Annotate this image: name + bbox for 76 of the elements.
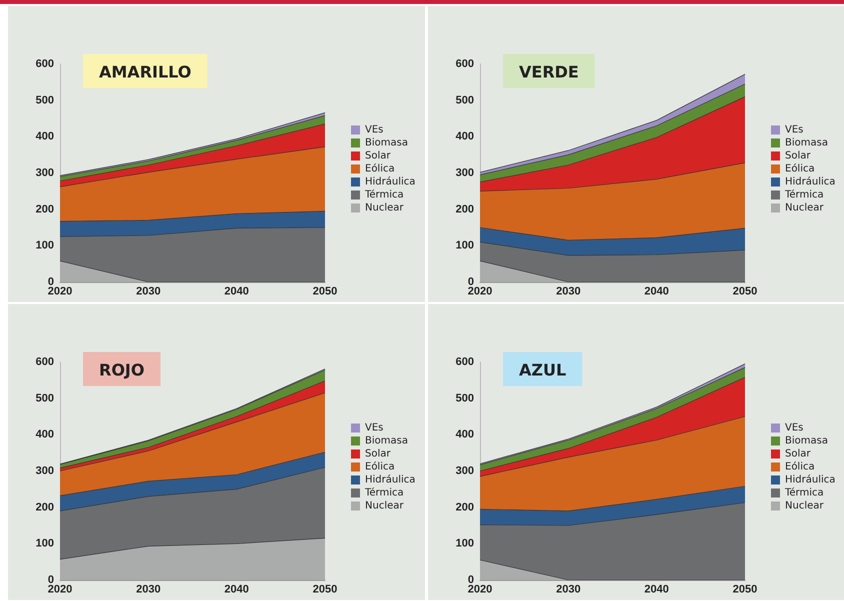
y-tick-label: 600: [456, 356, 474, 368]
y-tick-label: 300: [36, 167, 54, 179]
y-tick-label: 500: [36, 392, 54, 404]
y-tick-label: 400: [456, 428, 474, 441]
x-tick-label: 2020: [48, 584, 72, 596]
legend-label: Térmica: [364, 488, 404, 498]
legend-label: VEs: [785, 124, 804, 136]
y-tick-label: 400: [456, 130, 474, 143]
chart-title: AMARILLO: [99, 62, 192, 82]
y-tick-label: 500: [36, 94, 54, 106]
legend-label: Biomasa: [365, 138, 408, 148]
legend-label: Nuclear: [785, 202, 824, 214]
legend-label: Nuclear: [365, 202, 404, 214]
x-tick-label: 2030: [556, 286, 581, 298]
x-tick-label: 2020: [468, 584, 492, 596]
legend-label: Eólica: [785, 164, 815, 174]
legend-label: Solar: [785, 448, 812, 460]
x-tick-label: 2020: [48, 286, 72, 298]
x-tick-label: 2050: [312, 584, 338, 596]
y-tick-label: 600: [456, 58, 474, 70]
y-tick-label: 600: [36, 356, 54, 368]
legend-label: VEs: [785, 422, 804, 434]
legend-label: Hidráulica: [785, 474, 836, 486]
y-tick-label: 200: [456, 501, 474, 514]
y-tick-label: 400: [36, 130, 54, 143]
y-tick-label: 600: [36, 58, 54, 70]
x-tick-label: 2050: [732, 286, 758, 298]
y-tick-label: 0: [468, 276, 474, 288]
legend-label: Nuclear: [785, 500, 824, 512]
x-tick-label: 2030: [556, 584, 581, 596]
legend-label: Eólica: [365, 462, 395, 472]
y-tick-label: 0: [48, 276, 54, 288]
y-tick-label: 100: [36, 240, 54, 252]
y-tick-label: 300: [456, 167, 474, 179]
y-tick-label: 500: [456, 94, 474, 106]
legend-label: Biomasa: [785, 138, 828, 148]
legend-label: Biomasa: [365, 436, 408, 446]
legend-label: Hidráulica: [365, 474, 416, 486]
legend-label: Nuclear: [365, 500, 404, 512]
legend-label: Térmica: [364, 190, 404, 200]
y-tick-label: 200: [36, 203, 54, 216]
legend-label: Solar: [785, 150, 812, 162]
x-tick-label: 2020: [468, 286, 492, 298]
legend-label: VEs: [365, 422, 384, 434]
y-tick-label: 200: [456, 203, 474, 216]
chart-title: VERDE: [519, 62, 579, 82]
x-tick-label: 2030: [136, 584, 161, 596]
x-tick-label: 2050: [312, 286, 338, 298]
y-tick-label: 100: [36, 538, 54, 550]
legend-label: Solar: [365, 150, 392, 162]
x-tick-label: 2040: [644, 584, 669, 596]
x-tick-label: 2040: [224, 286, 249, 298]
legend-label: Térmica: [784, 488, 824, 498]
chart-title: ROJO: [99, 360, 144, 380]
x-tick-label: 2040: [644, 286, 669, 298]
x-tick-label: 2050: [732, 584, 758, 596]
legend-label: Eólica: [785, 462, 815, 472]
legend-label: Hidráulica: [785, 176, 836, 188]
y-tick-label: 400: [36, 428, 54, 441]
y-tick-label: 500: [456, 392, 474, 404]
y-tick-label: 100: [456, 538, 474, 550]
legend-label: VEs: [365, 124, 384, 136]
x-tick-label: 2040: [224, 584, 249, 596]
y-tick-label: 0: [48, 574, 54, 586]
legend-label: Térmica: [784, 190, 824, 200]
legend-label: Biomasa: [785, 436, 828, 446]
y-tick-label: 0: [468, 574, 474, 586]
legend-label: Hidráulica: [365, 176, 416, 188]
y-tick-label: 300: [36, 465, 54, 477]
y-tick-label: 200: [36, 501, 54, 514]
x-tick-label: 2030: [136, 286, 161, 298]
legend-label: Solar: [365, 448, 392, 460]
y-tick-label: 300: [456, 465, 474, 477]
y-tick-label: 100: [456, 240, 474, 252]
legend-label: Eólica: [365, 164, 395, 174]
chart-title: AZUL: [519, 360, 566, 380]
